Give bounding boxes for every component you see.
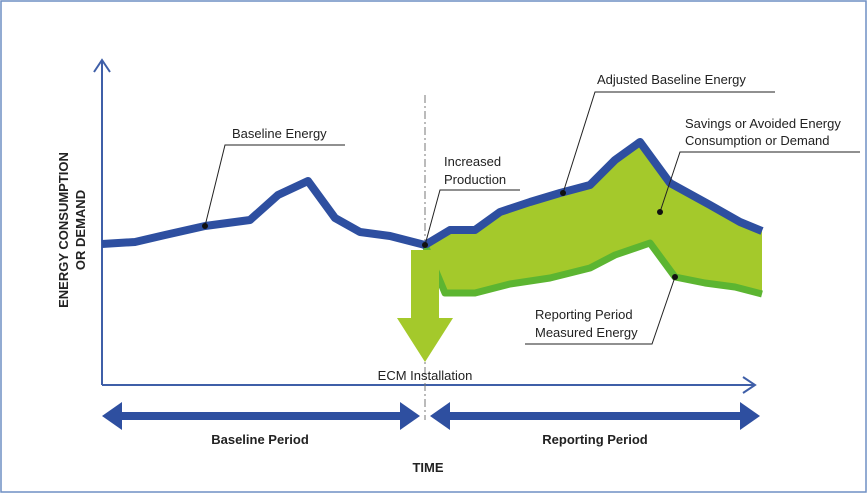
adjusted-baseline-line: [422, 138, 764, 249]
period-label: Baseline Period: [211, 432, 309, 447]
axes: [93, 58, 757, 394]
annotation: Consumption or Demand: [685, 133, 830, 148]
leaders: [202, 91, 860, 345]
annotation: ECM Installation: [378, 368, 473, 383]
y-axis-label: ENERGY CONSUMPTION OR DEMAND: [56, 152, 88, 308]
savings-area: [425, 142, 762, 294]
period-arrows: [102, 402, 760, 430]
annotation: Adjusted Baseline Energy: [597, 72, 746, 87]
x-axis-label: TIME: [412, 460, 443, 475]
annotation: Reporting Period: [535, 307, 633, 322]
period-label: Reporting Period: [542, 432, 648, 447]
annotation: Measured Energy: [535, 325, 638, 340]
y-label-line: OR DEMAND: [73, 190, 88, 270]
measured-line: [421, 239, 763, 298]
annotation: Savings or Avoided Energy: [685, 116, 841, 131]
ecm-arrow: [397, 250, 453, 362]
y-label-line: ENERGY CONSUMPTION: [56, 152, 71, 308]
annotation: Production: [444, 172, 506, 187]
annotation: Increased: [444, 154, 501, 169]
annotation: Baseline Energy: [232, 126, 327, 141]
baseline-line: [101, 177, 426, 249]
